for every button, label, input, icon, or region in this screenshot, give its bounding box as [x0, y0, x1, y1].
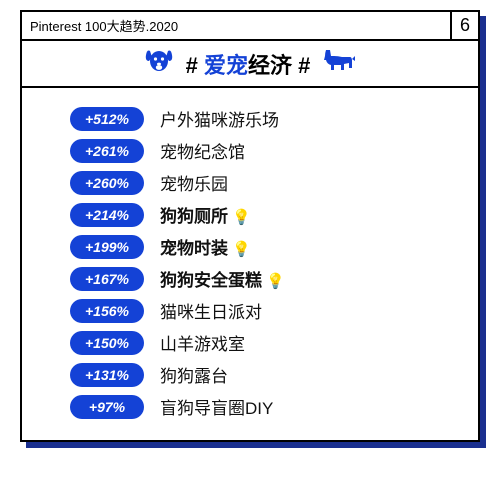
list-item: +199% 宠物时装💡	[70, 234, 454, 259]
page-number: 6	[450, 12, 478, 39]
percent-pill: +512%	[70, 107, 144, 131]
corgi-icon	[322, 48, 356, 79]
trend-label: 狗狗安全蛋糕💡	[160, 266, 285, 291]
trend-label: 盲狗导盲圈DIY	[160, 394, 273, 419]
list-item: +167% 狗狗安全蛋糕💡	[70, 266, 454, 291]
title-rest: 经济	[248, 53, 292, 78]
card-shadow-wrap: Pinterest 100大趋势.2020 6 # 爱宠经济 #	[20, 10, 480, 442]
list-item: +131% 狗狗露台	[70, 362, 454, 387]
trend-label: 狗狗露台	[160, 362, 228, 387]
percent-pill: +97%	[70, 395, 144, 419]
trend-label: 户外猫咪游乐场	[160, 106, 279, 131]
list-item: +156% 猫咪生日派对	[70, 298, 454, 323]
list-item: +214% 狗狗厕所💡	[70, 202, 454, 227]
percent-pill: +156%	[70, 299, 144, 323]
percent-pill: +131%	[70, 363, 144, 387]
trend-label: 猫咪生日派对	[160, 298, 262, 323]
title-band: # 爱宠经济 #	[22, 41, 478, 88]
page-title: Pinterest 100大趋势.2020	[22, 12, 450, 39]
list-item: +97% 盲狗导盲圈DIY	[70, 394, 454, 419]
trend-label: 狗狗厕所💡	[160, 202, 251, 227]
lightbulb-icon: 💡	[232, 241, 251, 258]
card: Pinterest 100大趋势.2020 6 # 爱宠经济 #	[20, 10, 480, 442]
percent-pill: +260%	[70, 171, 144, 195]
lightbulb-icon: 💡	[232, 209, 251, 226]
trend-list: +512% 户外猫咪游乐场 +261% 宠物纪念馆 +260% 宠物乐园 +214% 狗狗厕所…	[22, 88, 478, 440]
list-item: +512% 户外猫咪游乐场	[70, 106, 454, 131]
list-item: +150% 山羊游戏室	[70, 330, 454, 355]
list-item: +260% 宠物乐园	[70, 170, 454, 195]
header-row: Pinterest 100大趋势.2020 6	[22, 12, 478, 41]
title-accent: 爱宠	[204, 53, 248, 78]
list-item: +261% 宠物纪念馆	[70, 138, 454, 163]
percent-pill: +167%	[70, 267, 144, 291]
trend-label: 宠物乐园	[160, 170, 228, 195]
percent-pill: +199%	[70, 235, 144, 259]
hash-left: #	[186, 53, 198, 78]
hash-right: #	[298, 53, 310, 78]
percent-pill: +150%	[70, 331, 144, 355]
title-text: # 爱宠经济 #	[186, 48, 311, 80]
dog-face-icon	[144, 47, 174, 80]
percent-pill: +261%	[70, 139, 144, 163]
trend-label: 宠物时装💡	[160, 234, 251, 259]
trend-label: 山羊游戏室	[160, 330, 245, 355]
trend-label: 宠物纪念馆	[160, 138, 245, 163]
percent-pill: +214%	[70, 203, 144, 227]
lightbulb-icon: 💡	[266, 273, 285, 290]
